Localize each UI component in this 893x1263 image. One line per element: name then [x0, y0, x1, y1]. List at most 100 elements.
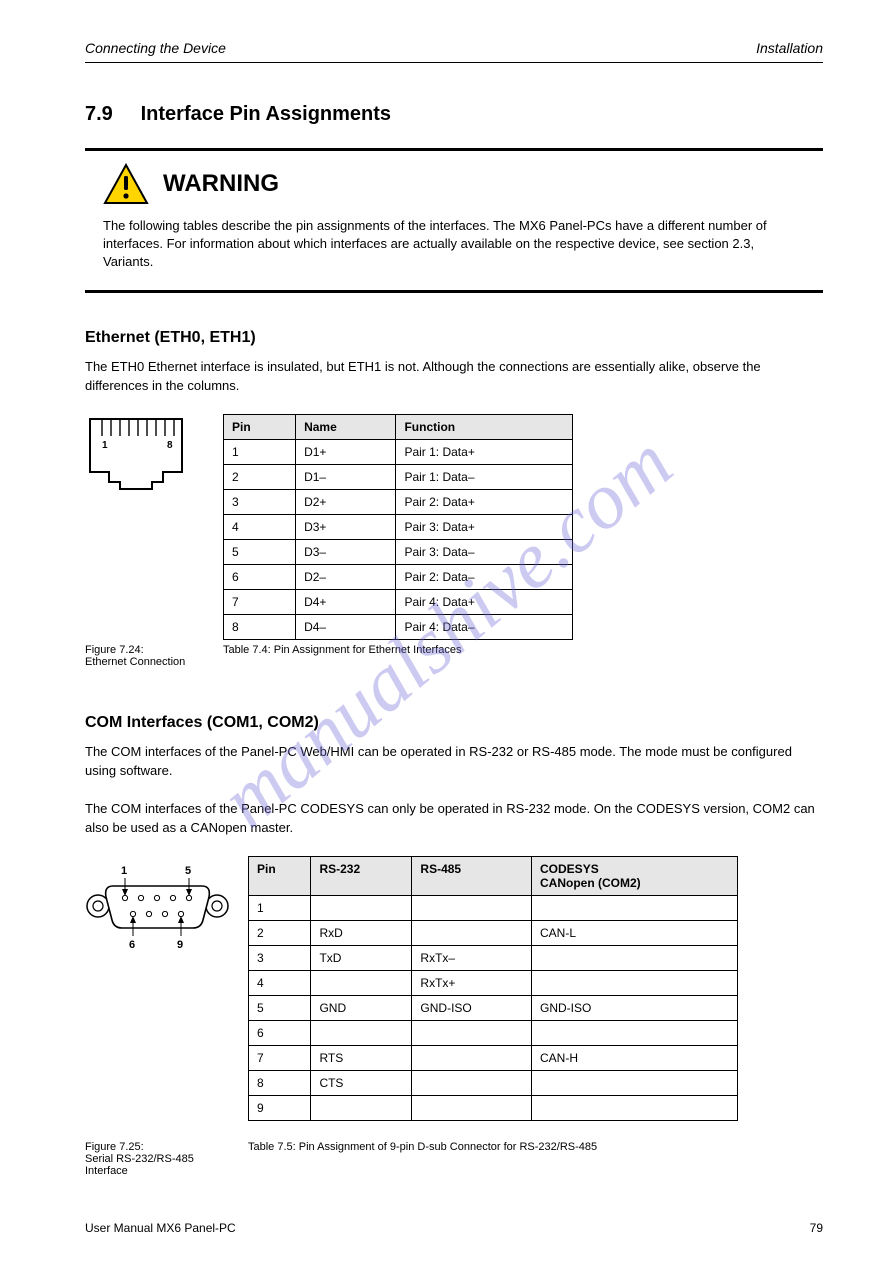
footer-left: User Manual MX6 Panel-PC: [85, 1221, 236, 1235]
cell: Pair 2: Data+: [396, 489, 573, 514]
cell: [412, 1045, 532, 1070]
cell: 1: [249, 895, 311, 920]
table-header: Name: [296, 414, 396, 439]
cell: 1: [224, 439, 296, 464]
table-row: 6: [249, 1020, 738, 1045]
cell: GND-ISO: [412, 995, 532, 1020]
warning-icon: [103, 163, 149, 205]
eth-figure-caption: Figure 7.24: Ethernet Connection: [85, 644, 205, 668]
db9-connector-figure: 1 5 6 9: [85, 856, 230, 961]
cell: 8: [249, 1070, 311, 1095]
cell: Pair 3: Data+: [396, 514, 573, 539]
cell: CTS: [311, 1070, 412, 1095]
cell: D1+: [296, 439, 396, 464]
cell: Pair 2: Data–: [396, 564, 573, 589]
table-row: 8CTS: [249, 1070, 738, 1095]
svg-text:5: 5: [185, 865, 191, 877]
table-header: Function: [396, 414, 573, 439]
cell: RTS: [311, 1045, 412, 1070]
table-row: 3TxDRxTx–: [249, 945, 738, 970]
cell: 3: [224, 489, 296, 514]
table-row: 2D1–Pair 1: Data–: [224, 464, 573, 489]
com-table-caption: Table 7.5: Pin Assignment of 9-pin D-sub…: [248, 1141, 597, 1177]
cell: 5: [224, 539, 296, 564]
cell: D1–: [296, 464, 396, 489]
table-header: Pin: [249, 856, 311, 895]
eth-pin-table: Pin Name Function 1D1+Pair 1: Data+ 2D1–…: [223, 414, 573, 640]
cell: Pair 4: Data+: [396, 589, 573, 614]
cell: 7: [249, 1045, 311, 1070]
eth-caption-row: Figure 7.24: Ethernet Connection Table 7…: [85, 644, 823, 668]
cell: 5: [249, 995, 311, 1020]
table-row: 6D2–Pair 2: Data–: [224, 564, 573, 589]
svg-text:1: 1: [121, 865, 127, 877]
page-footer: User Manual MX6 Panel-PC 79: [85, 1221, 823, 1235]
com-figure-row: 1 5 6 9 Pin RS-232 RS-485 CODESYS CANope…: [85, 856, 823, 1121]
cell: 7: [224, 589, 296, 614]
cell: [311, 1020, 412, 1045]
cell: [532, 895, 738, 920]
com-paragraph-1: The COM interfaces of the Panel-PC Web/H…: [85, 742, 823, 781]
cell: [412, 1020, 532, 1045]
table-row: 1D1+Pair 1: Data+: [224, 439, 573, 464]
cell: [532, 1095, 738, 1120]
cell: 8: [224, 614, 296, 639]
table-row: 2RxDCAN-L: [249, 920, 738, 945]
cell: D2+: [296, 489, 396, 514]
eth-paragraph: The ETH0 Ethernet interface is insulated…: [85, 357, 823, 396]
cell: [412, 895, 532, 920]
rj45-connector-figure: 1 8: [85, 414, 205, 499]
cell: [532, 970, 738, 995]
cell: D4–: [296, 614, 396, 639]
page-container: Connecting the Device Installation 7.9 I…: [0, 0, 893, 1263]
cell: [412, 1070, 532, 1095]
table-header: RS-485: [412, 856, 532, 895]
warning-header: WARNING: [103, 163, 805, 205]
cell: GND: [311, 995, 412, 1020]
table-row: 1: [249, 895, 738, 920]
com-paragraph-2: The COM interfaces of the Panel-PC CODES…: [85, 799, 823, 838]
cell: [412, 1095, 532, 1120]
cell: CAN-H: [532, 1045, 738, 1070]
cell: RxTx–: [412, 945, 532, 970]
cell: [311, 970, 412, 995]
page-header: Connecting the Device Installation: [85, 40, 823, 63]
cell: 4: [224, 514, 296, 539]
table-header: CODESYS CANopen (COM2): [532, 856, 738, 895]
eth-table-caption: Table 7.4: Pin Assignment for Ethernet I…: [223, 644, 461, 668]
cell: TxD: [311, 945, 412, 970]
table-row: 4 RxTx+: [249, 970, 738, 995]
cell: [532, 945, 738, 970]
cell: [532, 1020, 738, 1045]
cell: 2: [224, 464, 296, 489]
warning-label: WARNING: [163, 170, 279, 198]
svg-text:6: 6: [129, 939, 135, 951]
svg-text:1: 1: [102, 440, 108, 451]
section-title: Interface Pin Assignments: [141, 103, 391, 125]
section-heading: 7.9 Interface Pin Assignments: [85, 103, 823, 126]
table-row: 9: [249, 1095, 738, 1120]
eth-heading: Ethernet (ETH0, ETH1): [85, 329, 823, 347]
cell: 9: [249, 1095, 311, 1120]
cell: RxTx+: [412, 970, 532, 995]
cell: 6: [224, 564, 296, 589]
table-row: 7RTS CAN-H: [249, 1045, 738, 1070]
table-row: 8D4–Pair 4: Data–: [224, 614, 573, 639]
cell: 4: [249, 970, 311, 995]
cell: [532, 1070, 738, 1095]
cell: 2: [249, 920, 311, 945]
com-heading: COM Interfaces (COM1, COM2): [85, 714, 823, 732]
table-row: 3D2+Pair 2: Data+: [224, 489, 573, 514]
warning-box: WARNING The following tables describe th…: [85, 148, 823, 293]
com-figure-caption: Figure 7.25: Serial RS-232/RS-485 Interf…: [85, 1141, 230, 1177]
cell: D4+: [296, 589, 396, 614]
cell: 6: [249, 1020, 311, 1045]
cell: 3: [249, 945, 311, 970]
cell: Pair 1: Data+: [396, 439, 573, 464]
cell: GND-ISO: [532, 995, 738, 1020]
rj45-icon: 1 8: [85, 414, 187, 494]
header-left: Connecting the Device: [85, 40, 226, 56]
cell: [311, 1095, 412, 1120]
eth-figure-row: 1 8 Pin Name Function 1D1+Pair 1: Data+ …: [85, 414, 823, 640]
table-header: RS-232: [311, 856, 412, 895]
